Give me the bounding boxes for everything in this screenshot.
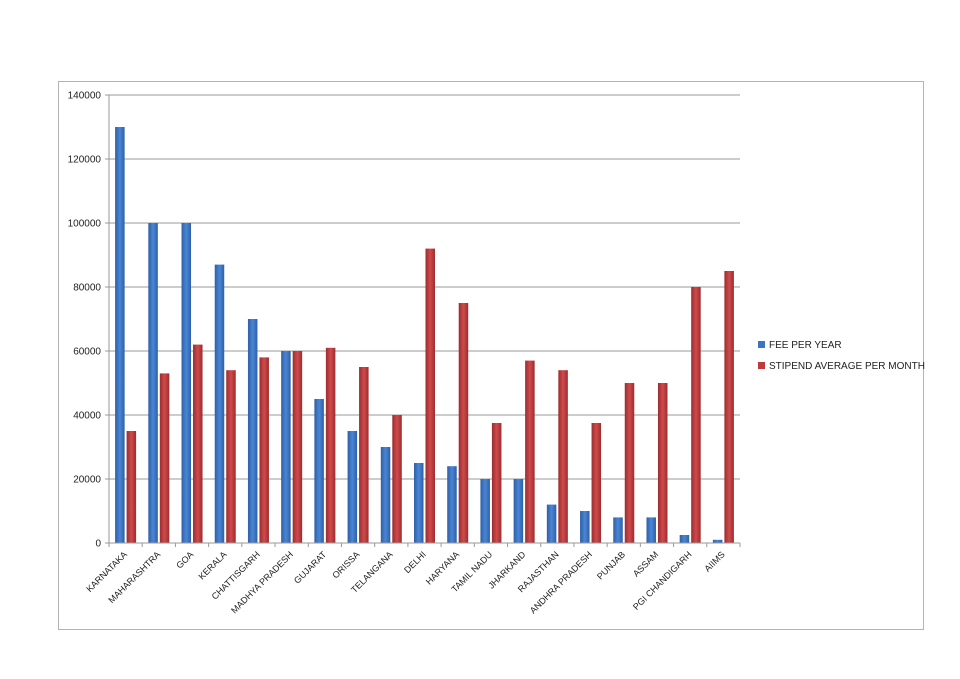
legend-label: FEE PER YEAR — [769, 340, 842, 351]
fee-per-year-bar — [480, 479, 490, 543]
fee-per-year-bar — [712, 539, 723, 543]
y-tick-label: 80000 — [73, 283, 101, 294]
x-category-label: MADHYA PRADESH — [229, 549, 295, 615]
legend-swatch — [758, 341, 765, 348]
x-category-label: ASSAM — [631, 549, 660, 578]
stipend-bar — [558, 370, 568, 543]
stipend-bar — [193, 344, 203, 543]
fee-per-year-bar — [347, 431, 358, 543]
fee-per-year-bar — [380, 447, 391, 543]
x-category-label: KERALA — [196, 549, 228, 581]
fee-per-year-bar — [646, 517, 656, 543]
fee-per-year-bar — [546, 504, 557, 543]
stipend-bar — [259, 357, 269, 543]
fee-per-year-bar — [314, 399, 324, 543]
stipend-bar — [691, 287, 701, 543]
stipend-bar — [325, 347, 336, 543]
stipend-bar — [292, 351, 303, 543]
y-tick-label: 100000 — [68, 219, 102, 230]
fee-per-year-bar — [679, 535, 690, 543]
gridlines — [109, 94, 740, 544]
y-tick-label: 120000 — [68, 155, 102, 166]
fee-per-year-bar — [148, 223, 158, 543]
fee-per-year-bar — [580, 511, 590, 543]
stipend-bar — [591, 423, 602, 543]
axes — [108, 95, 741, 547]
x-category-label: GUJARAT — [292, 549, 329, 586]
stipend-bar — [425, 248, 435, 543]
stipend-bar — [657, 383, 668, 543]
x-category-label: AIIMS — [702, 549, 726, 573]
y-tick-label: 40000 — [73, 411, 101, 422]
y-tick-label: 60000 — [73, 347, 101, 358]
y-axis-ticks: 0 20000 40000 60000 80000 100000 120000 140000 — [68, 91, 109, 550]
fee-per-year-bar — [281, 351, 291, 543]
x-category-label: DELHI — [402, 549, 428, 575]
fee-per-year-bar — [115, 127, 125, 543]
stipend-bar — [226, 370, 236, 543]
stipend-bar — [458, 303, 469, 543]
fee-per-year-bar — [181, 223, 192, 543]
y-tick-label: 140000 — [68, 91, 102, 102]
x-category-label: ORISSA — [330, 549, 361, 580]
x-category-label: PGI CHANDIGARH — [631, 549, 694, 612]
fee-per-year-bar — [613, 517, 623, 543]
x-category-label: PUNJAB — [595, 549, 627, 581]
fee-per-year-bar — [447, 466, 457, 543]
stipend-bar — [392, 415, 402, 543]
x-category-label: ANDHRA PRADESH — [528, 549, 594, 615]
y-tick-label: 20000 — [73, 475, 101, 486]
bars — [115, 127, 734, 543]
legend-swatch — [758, 362, 765, 369]
stipend-bar — [159, 373, 170, 543]
fee-per-year-bar — [247, 319, 258, 543]
fee-per-year-bar — [214, 264, 225, 543]
x-category-label: GOA — [174, 549, 195, 570]
stipend-bar — [624, 383, 635, 543]
y-tick-label: 0 — [95, 539, 101, 550]
stipend-bar — [126, 431, 137, 543]
stipend-bar — [359, 367, 369, 543]
stipend-bar — [724, 271, 734, 543]
fee-per-year-bar — [513, 479, 524, 543]
legend-label: STIPEND AVERAGE PER MONTH — [769, 361, 925, 372]
stipend-bar — [525, 360, 535, 543]
legend: FEE PER YEAR STIPEND AVERAGE PER MONTH — [758, 340, 925, 372]
fee-per-year-bar — [414, 463, 424, 543]
stipend-bar — [491, 423, 502, 543]
